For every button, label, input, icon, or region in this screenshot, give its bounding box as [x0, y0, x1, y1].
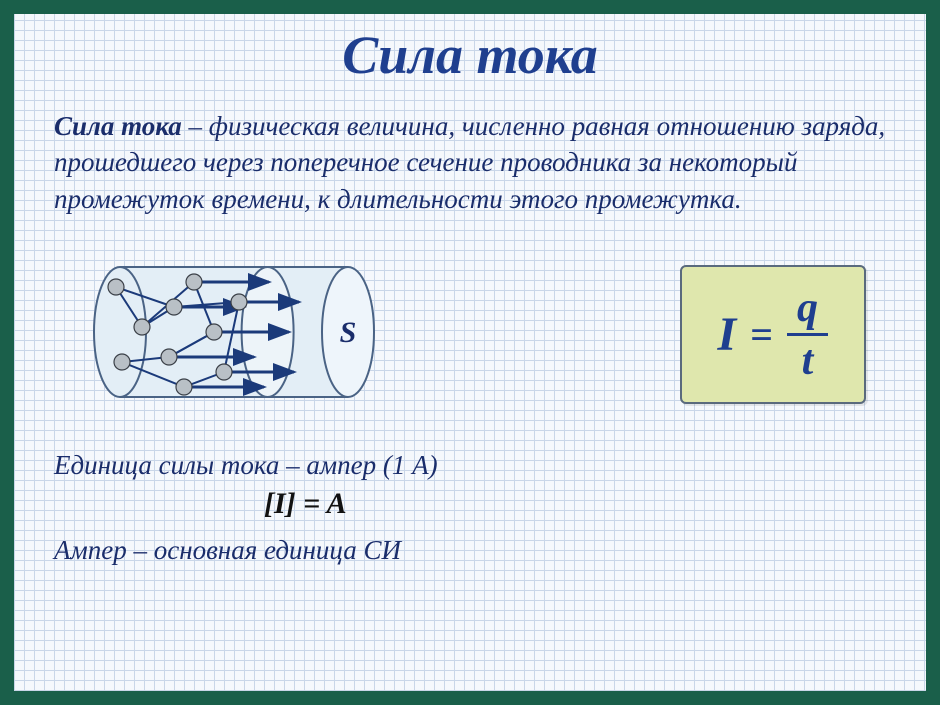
- formula-numerator: q: [787, 287, 828, 329]
- diagram-and-formula-row: S I = q t: [54, 247, 886, 422]
- si-text: Ампер – основная единица СИ: [54, 535, 886, 566]
- formula-lhs: I: [718, 307, 737, 362]
- slide-title: Сила тока: [54, 24, 886, 86]
- conductor-diagram: S: [74, 247, 424, 422]
- slide-frame: Сила тока Сила тока – физическая величин…: [0, 0, 940, 705]
- unit-text: Единица силы тока – ампер (1 А): [54, 450, 886, 481]
- formula-box: I = q t: [680, 265, 866, 404]
- conductor-svg: S: [74, 247, 424, 417]
- definition-text: Сила тока – физическая величина, численн…: [54, 108, 886, 217]
- formula-fraction: q t: [787, 287, 828, 382]
- fraction-bar: [787, 333, 828, 336]
- svg-text:S: S: [340, 316, 357, 349]
- current-formula: I = q t: [718, 287, 828, 382]
- definition-term: Сила тока: [54, 111, 182, 141]
- unit-equation: [I] = A: [264, 487, 886, 521]
- formula-eq: =: [750, 311, 773, 358]
- formula-denominator: t: [792, 340, 824, 382]
